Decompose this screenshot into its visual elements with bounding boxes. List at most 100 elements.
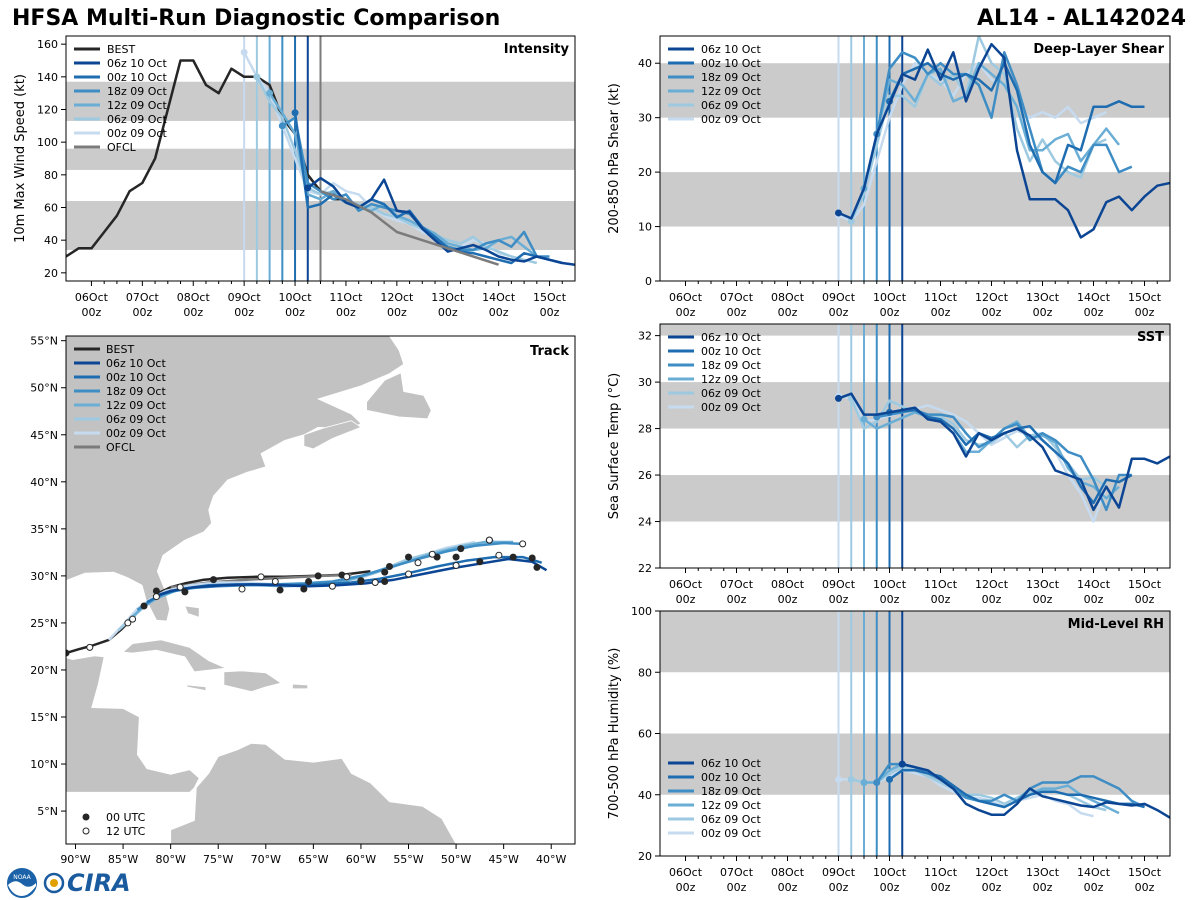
x-tick-label: 06Oct: [669, 291, 703, 304]
y-axis-label: 10m Max Wind Speed (kt): [13, 74, 28, 243]
series-start-marker: [278, 122, 286, 130]
x-tick-label: 11Oct: [329, 291, 363, 304]
x-tick-label: 09Oct: [228, 291, 262, 304]
series-line: [875, 51, 1133, 185]
y-tick-label: 20: [638, 166, 652, 179]
nova-scotia-land: [303, 420, 362, 450]
series-line: [875, 762, 1146, 809]
x-tick-label: 00z: [676, 306, 696, 319]
x-tick-label: 00z: [1135, 881, 1155, 894]
series-start-marker: [886, 775, 893, 783]
series-start-marker: [898, 760, 906, 768]
legend-label: BEST: [106, 343, 134, 356]
x-tick-label: 00z: [1084, 306, 1104, 319]
series-start-marker: [860, 415, 868, 423]
cira-globe-icon: [43, 872, 65, 894]
y-tick-label: 32: [638, 330, 652, 343]
x-tick-label: 11Oct: [924, 291, 958, 304]
legend-label: 06z 09 Oct: [701, 813, 761, 826]
marker-12utc: [414, 559, 422, 567]
series-line: [862, 61, 1120, 189]
x-tick-label: 07Oct: [720, 578, 754, 591]
legend-marker-12utc: [82, 827, 90, 835]
marker-12utc: [271, 578, 279, 586]
series-start-marker: [835, 209, 842, 217]
legend-label: 00z 09 Oct: [701, 401, 761, 414]
y-tick-label: 40: [638, 789, 652, 802]
x-tick-label: 11Oct: [924, 866, 958, 879]
marker-00utc: [140, 602, 148, 610]
x-tick-label: 00z: [1033, 593, 1053, 606]
y-tick-label: 80: [44, 169, 58, 182]
x-tick-label: 14Oct: [1077, 866, 1111, 879]
series-start-marker: [291, 109, 299, 117]
legend-label: OFCL: [106, 441, 136, 454]
x-tick-label: 12Oct: [975, 291, 1009, 304]
x-tick-label: 55°W: [393, 853, 423, 866]
y-tick-label: 60: [44, 202, 58, 215]
legend-label: 18z 09 Oct: [701, 71, 761, 84]
legend-label: 06z 10 Oct: [701, 331, 761, 344]
x-tick-label: 00z: [387, 306, 407, 319]
series-start-marker: [835, 775, 842, 783]
panel-title: Track: [530, 344, 569, 359]
south-america-land: [170, 742, 457, 844]
legend-label: 06z 10 Oct: [701, 757, 761, 770]
page-title: HFSA Multi-Run Diagnostic Comparison: [12, 6, 501, 31]
x-tick-label: 08Oct: [771, 291, 805, 304]
marker-12utc: [519, 540, 527, 548]
marker-00utc: [381, 578, 389, 586]
y-axis-label: 700-500 hPa Humidity (%): [607, 648, 622, 820]
y-axis-label: 200-850 hPa Shear (kt): [607, 83, 622, 234]
y-tick-label: 5°N: [37, 805, 58, 818]
noaa-logo-icon: NOAA: [7, 868, 37, 898]
marker-00utc: [509, 553, 517, 561]
series-line: [838, 392, 1170, 512]
marker-00utc: [533, 563, 541, 571]
series-start-marker: [847, 217, 855, 225]
x-tick-label: 00z: [880, 593, 900, 606]
x-tick-label: 00z: [1135, 593, 1155, 606]
x-tick-label: 10Oct: [873, 578, 907, 591]
legend-label: 06z 09 Oct: [701, 387, 761, 400]
x-tick-label: 06Oct: [669, 866, 703, 879]
x-tick-label: 00z: [82, 306, 102, 319]
x-tick-label: 14Oct: [1077, 578, 1111, 591]
legend-label: 18z 09 Oct: [107, 85, 167, 98]
series-start-marker: [835, 394, 842, 402]
x-tick-label: 11Oct: [924, 578, 958, 591]
x-tick-label: 00z: [778, 881, 798, 894]
x-tick-label: 00z: [676, 593, 696, 606]
noaa-text: NOAA: [13, 874, 31, 881]
legend-marker-00utc: [82, 813, 90, 821]
x-tick-label: 09Oct: [822, 578, 856, 591]
x-tick-label: 09Oct: [822, 866, 856, 879]
threshold-band: [660, 382, 1170, 429]
marker-12utc: [328, 582, 336, 590]
y-axis-label: Sea Surface Temp (°C): [607, 373, 622, 520]
y-tick-label: 15°N: [30, 711, 58, 724]
hispaniola-land: [223, 670, 282, 693]
threshold-band: [660, 611, 1170, 673]
marker-12utc: [485, 536, 493, 544]
x-tick-label: 00z: [829, 881, 849, 894]
x-tick-label: 14Oct: [1077, 291, 1111, 304]
marker-12utc: [343, 573, 351, 581]
series-start-marker: [860, 779, 868, 786]
marker-00utc: [357, 577, 365, 585]
marker-00utc: [476, 558, 484, 566]
legend-label: 06z 10 Oct: [701, 43, 761, 56]
series-line: [876, 408, 1132, 512]
chart-sst: 22 24 26 28 30 32 06Oct 00z 07Oct 00z 08Oct 00z 09Oc…: [607, 323, 1171, 606]
y-tick-label: 30: [638, 112, 652, 125]
x-tick-label: 00z: [931, 881, 951, 894]
y-tick-label: 30: [638, 376, 652, 389]
y-tick-label: 100: [631, 605, 652, 618]
x-tick-label: 13Oct: [1026, 291, 1060, 304]
x-tick-label: 00z: [727, 881, 747, 894]
x-tick-label: 13Oct: [431, 291, 465, 304]
y-tick-label: 80: [638, 666, 652, 679]
legend-label: 12z 09 Oct: [701, 85, 761, 98]
x-tick-label: 00z: [676, 881, 696, 894]
x-tick-label: 00z: [1084, 593, 1104, 606]
